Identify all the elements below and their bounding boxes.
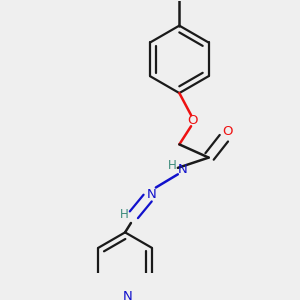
- Text: N: N: [123, 290, 133, 300]
- Text: H: H: [120, 208, 129, 221]
- Text: O: O: [223, 125, 233, 138]
- Text: O: O: [187, 114, 198, 128]
- Text: N: N: [147, 188, 156, 201]
- Text: H: H: [168, 159, 176, 172]
- Text: N: N: [177, 164, 187, 176]
